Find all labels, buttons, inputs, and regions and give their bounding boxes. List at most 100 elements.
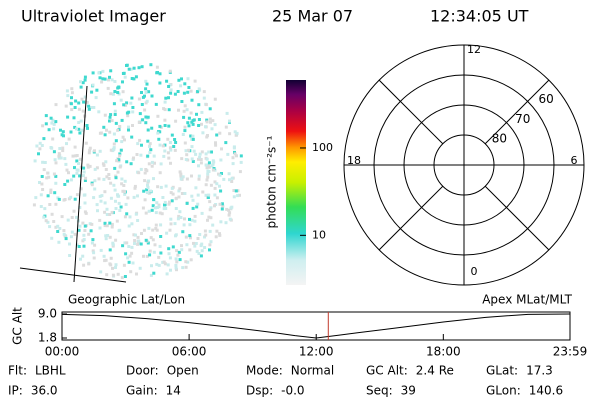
image-pixel bbox=[185, 177, 189, 181]
image-pixel bbox=[40, 182, 44, 186]
image-pixel bbox=[204, 163, 208, 167]
image-pixel bbox=[177, 108, 180, 112]
image-pixel bbox=[145, 191, 149, 194]
image-pixel bbox=[136, 142, 140, 146]
image-pixel bbox=[177, 214, 181, 218]
image-pixel bbox=[125, 212, 129, 216]
image-pixel bbox=[32, 203, 36, 207]
image-pixel bbox=[77, 127, 81, 131]
image-pixel bbox=[117, 229, 121, 233]
image-pixel bbox=[95, 153, 99, 157]
image-pixel bbox=[197, 252, 201, 255]
lat-label: 80 bbox=[492, 132, 507, 146]
image-pixel bbox=[114, 238, 118, 242]
image-pixel bbox=[150, 208, 154, 212]
image-pixel bbox=[190, 98, 194, 102]
image-pixel bbox=[154, 227, 158, 230]
image-pixel bbox=[208, 200, 212, 204]
image-pixel bbox=[204, 183, 208, 187]
image-pixel bbox=[168, 83, 172, 87]
image-pixel bbox=[99, 131, 103, 135]
image-pixel bbox=[129, 101, 133, 105]
image-pixel bbox=[123, 192, 127, 196]
image-pixel bbox=[73, 232, 77, 236]
image-pixel bbox=[213, 180, 217, 184]
image-pixel bbox=[114, 207, 118, 210]
image-pixel bbox=[196, 202, 200, 206]
image-pixel bbox=[205, 118, 209, 122]
image-pixel bbox=[126, 256, 130, 260]
image-pixel bbox=[213, 123, 217, 127]
image-pixel bbox=[184, 235, 188, 239]
image-pixel bbox=[130, 135, 134, 139]
image-pixel bbox=[108, 115, 112, 119]
image-pixel bbox=[167, 202, 171, 206]
image-pixel bbox=[182, 91, 186, 95]
image-pixel bbox=[73, 166, 76, 170]
image-pixel bbox=[98, 194, 102, 198]
image-pixel bbox=[173, 92, 177, 96]
image-pixel bbox=[160, 212, 164, 216]
image-pixel bbox=[125, 241, 129, 245]
image-pixel bbox=[195, 205, 199, 209]
image-pixel bbox=[108, 213, 112, 216]
image-pixel bbox=[213, 193, 217, 197]
image-pixel bbox=[220, 172, 223, 175]
image-pixel bbox=[235, 131, 239, 135]
gc-alt-line bbox=[61, 313, 571, 339]
image-pixel bbox=[109, 263, 113, 267]
image-pixel bbox=[41, 124, 45, 128]
image-pixel bbox=[143, 108, 147, 112]
image-pixel bbox=[152, 198, 156, 202]
image-pixel bbox=[166, 151, 170, 155]
image-pixel bbox=[73, 125, 77, 129]
image-pixel bbox=[115, 159, 119, 163]
geo-grid-line bbox=[19, 267, 127, 283]
image-pixel bbox=[123, 241, 127, 245]
image-pixel bbox=[215, 196, 219, 200]
image-pixel bbox=[127, 224, 131, 228]
image-pixel bbox=[169, 222, 173, 226]
info-value: 17.3 bbox=[526, 364, 553, 378]
image-pixel bbox=[189, 258, 193, 262]
image-pixel bbox=[131, 110, 135, 114]
image-pixel bbox=[152, 154, 156, 158]
image-pixel bbox=[133, 186, 137, 190]
image-pixel bbox=[120, 276, 124, 280]
image-pixel bbox=[137, 66, 141, 70]
image-pixel bbox=[59, 156, 63, 160]
image-pixel bbox=[141, 206, 145, 210]
image-pixel bbox=[145, 82, 149, 86]
image-pixel bbox=[131, 261, 135, 265]
image-pixel bbox=[196, 90, 200, 93]
image-pixel bbox=[206, 172, 210, 176]
image-pixel bbox=[138, 112, 142, 116]
image-pixel bbox=[107, 173, 111, 176]
info-value: 140.6 bbox=[529, 384, 563, 398]
image-pixel bbox=[49, 116, 53, 120]
image-pixel bbox=[170, 186, 174, 190]
image-pixel bbox=[154, 206, 157, 210]
image-pixel bbox=[184, 158, 188, 161]
image-pixel bbox=[167, 96, 170, 100]
image-pixel bbox=[110, 210, 114, 214]
image-pixel bbox=[73, 197, 77, 201]
image-pixel bbox=[140, 232, 143, 235]
image-pixel bbox=[205, 178, 209, 182]
image-pixel bbox=[232, 189, 236, 192]
image-pixel bbox=[148, 151, 152, 154]
image-pixel bbox=[169, 217, 173, 221]
image-pixel bbox=[82, 238, 86, 241]
image-pixel bbox=[79, 119, 83, 123]
image-pixel bbox=[40, 175, 44, 178]
image-pixel bbox=[42, 137, 46, 141]
image-pixel bbox=[101, 69, 105, 73]
image-pixel bbox=[114, 199, 117, 203]
image-pixel bbox=[111, 92, 115, 96]
image-pixel bbox=[62, 134, 65, 138]
image-pixel bbox=[57, 156, 61, 160]
image-pixel bbox=[88, 222, 92, 226]
image-pixel bbox=[129, 162, 133, 166]
image-pixel bbox=[81, 109, 85, 113]
image-pixel bbox=[109, 181, 113, 185]
